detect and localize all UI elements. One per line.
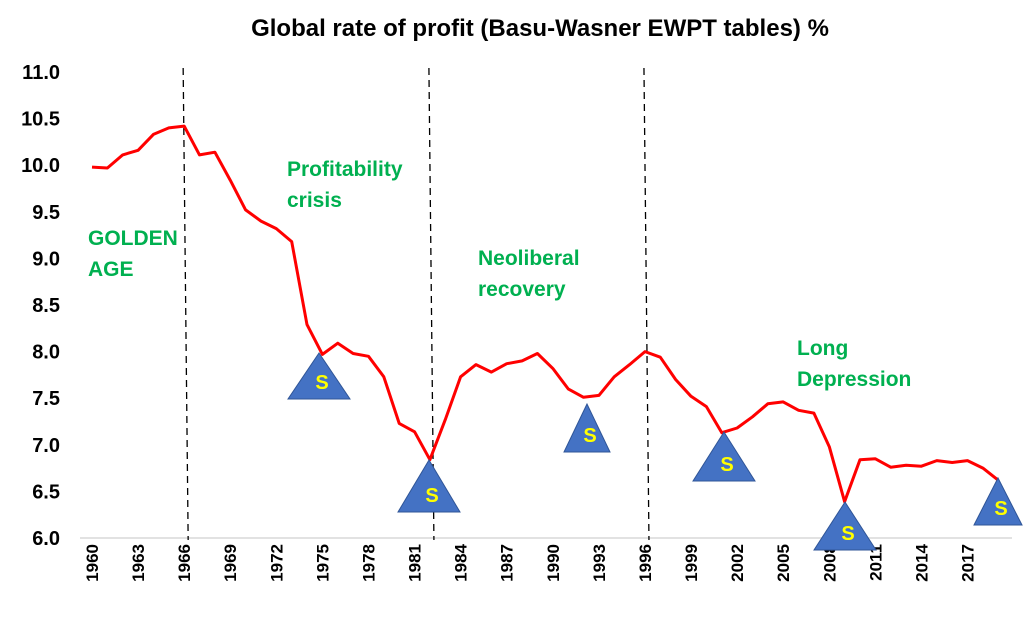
y-tick-label: 10.5 bbox=[21, 109, 60, 131]
annotation-line: GOLDEN bbox=[88, 227, 178, 250]
slump-triangle-icon bbox=[287, 352, 351, 400]
period-divider-line bbox=[182, 67, 189, 541]
slump-marker: S bbox=[973, 476, 1023, 526]
x-tick-label: 1996 bbox=[636, 544, 655, 582]
x-tick-label: 2011 bbox=[866, 544, 885, 581]
slump-triangle-icon bbox=[692, 431, 756, 482]
slump-marker: S bbox=[397, 459, 461, 513]
period-annotation: Neoliberal recovery bbox=[478, 247, 580, 301]
slump-marker-label: S bbox=[994, 498, 1007, 520]
slump-triangle-icon bbox=[973, 476, 1023, 526]
slump-triangle-icon bbox=[397, 459, 461, 513]
x-tick-label: 2017 bbox=[959, 544, 978, 582]
y-tick-label: 8.0 bbox=[32, 342, 60, 364]
y-tick-label: 6.5 bbox=[32, 481, 60, 503]
annotation-line: Neoliberal bbox=[478, 247, 580, 270]
slump-triangle-icon bbox=[813, 501, 877, 551]
annotation-line: Long bbox=[797, 337, 848, 360]
slump-marker-label: S bbox=[425, 485, 438, 507]
y-tick-label: 10.0 bbox=[21, 155, 60, 177]
period-divider-line bbox=[428, 67, 435, 541]
annotation-line: AGE bbox=[88, 258, 134, 281]
y-tick-label: 9.5 bbox=[32, 202, 60, 224]
annotation-line: Profitability bbox=[287, 158, 403, 181]
slump-marker-label: S bbox=[583, 425, 596, 447]
series-line-profit-rate bbox=[91, 124, 1000, 504]
slump-marker-label: S bbox=[315, 372, 328, 394]
period-annotation: GOLDEN AGE bbox=[88, 227, 178, 281]
slump-triangle-icon bbox=[563, 402, 611, 453]
x-tick-label: 1975 bbox=[313, 544, 332, 582]
x-tick-label: 2002 bbox=[728, 544, 747, 582]
x-tick-label: 1960 bbox=[83, 544, 102, 582]
slump-marker: S bbox=[287, 352, 351, 400]
x-tick-label: 1981 bbox=[406, 544, 425, 582]
annotation-line: Depression bbox=[797, 368, 911, 391]
y-tick-label: 9.0 bbox=[32, 248, 60, 270]
x-tick-label: 1990 bbox=[544, 544, 563, 582]
x-tick-label: 1978 bbox=[359, 544, 378, 582]
slump-marker: S bbox=[813, 501, 877, 551]
y-tick-label: 8.5 bbox=[32, 295, 60, 317]
x-tick-label: 2005 bbox=[774, 544, 793, 582]
slump-marker-label: S bbox=[720, 454, 733, 476]
x-tick-label: 2014 bbox=[912, 543, 931, 581]
x-tick-label: 1963 bbox=[129, 544, 148, 582]
x-tick-label: 1987 bbox=[498, 544, 517, 582]
slump-marker: S bbox=[563, 402, 611, 453]
x-tick-label: 1972 bbox=[267, 544, 286, 582]
y-tick-label: 7.5 bbox=[32, 388, 60, 410]
slump-marker: S bbox=[692, 431, 756, 482]
period-annotation: Profitability crisis bbox=[287, 158, 403, 212]
period-annotation: Long Depression bbox=[797, 337, 911, 391]
x-tick-label: 1993 bbox=[590, 544, 609, 582]
period-divider-line bbox=[643, 67, 650, 541]
annotation-line: recovery bbox=[478, 278, 566, 301]
y-tick-label: 6.0 bbox=[32, 528, 60, 550]
x-tick-label: 1984 bbox=[452, 543, 471, 581]
x-tick-label: 1999 bbox=[682, 544, 701, 582]
x-tick-label: 1966 bbox=[175, 544, 194, 582]
slump-marker-label: S bbox=[841, 523, 854, 545]
x-tick-label: 1969 bbox=[221, 544, 240, 582]
annotation-line: crisis bbox=[287, 189, 342, 212]
x-tick-label: 2008 bbox=[820, 544, 839, 582]
y-tick-label: 11.0 bbox=[22, 62, 60, 84]
chart-title: Global rate of profit (Basu-Wasner EWPT … bbox=[251, 15, 829, 42]
y-tick-label: 7.0 bbox=[32, 435, 60, 457]
